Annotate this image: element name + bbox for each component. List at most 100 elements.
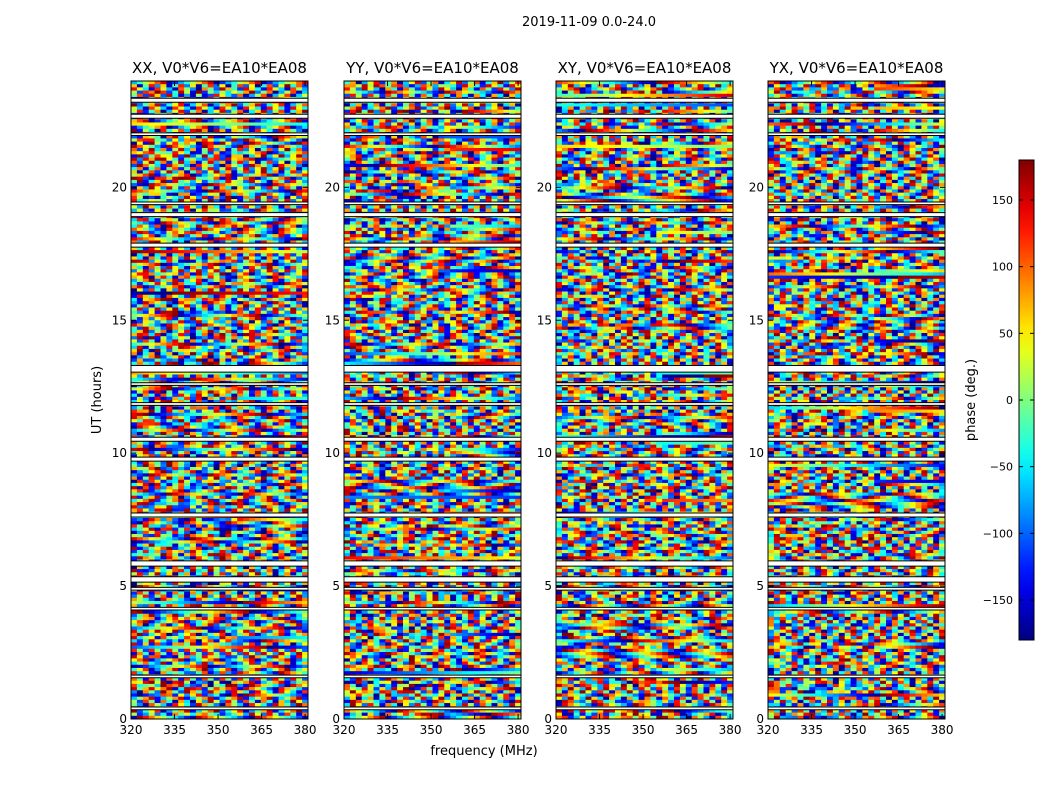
- data-gap: [768, 675, 945, 678]
- x-tick-label: 320: [333, 723, 356, 737]
- data-gap: [556, 576, 733, 583]
- data-gap: [344, 201, 521, 205]
- data-gap: [556, 457, 733, 462]
- x-tick-label: 350: [632, 723, 655, 737]
- data-gap: [344, 98, 521, 103]
- y-tick-label: 5: [544, 579, 552, 593]
- panels: XX, V0*V6=EA10*EA08 320 335 350 365 380 0 5 10 15…: [112, 59, 954, 737]
- y-tick-label: 0: [756, 712, 764, 726]
- x-tick-label: 365: [675, 723, 698, 737]
- phase-image: [556, 81, 734, 720]
- data-gap: [344, 587, 521, 591]
- panel-frame: [130, 80, 309, 720]
- data-gap: [344, 457, 521, 462]
- x-tick-label: 365: [887, 723, 910, 737]
- phase-image: [131, 81, 309, 720]
- data-gap: [344, 707, 521, 710]
- data-gap: [556, 365, 733, 373]
- y-tick-label: 0: [544, 712, 552, 726]
- phase-image: [768, 81, 946, 720]
- colorbar-tick-label: −150: [983, 594, 1013, 607]
- data-gap: [768, 707, 945, 710]
- data-gap: [768, 365, 945, 373]
- data-gap: [131, 382, 308, 386]
- data-gap: [556, 707, 733, 710]
- y-tick-label: 15: [112, 313, 127, 327]
- x-tick-label: 380: [719, 723, 742, 737]
- data-gap: [768, 576, 945, 583]
- data-gap: [344, 675, 521, 678]
- data-gap: [344, 560, 521, 567]
- data-gap: [768, 98, 945, 103]
- x-tick-label: 335: [376, 723, 399, 737]
- y-tick-label: 5: [756, 579, 764, 593]
- x-tick-label: 380: [507, 723, 530, 737]
- data-gap: [556, 114, 733, 119]
- data-gap: [556, 512, 733, 517]
- colorbar-label: phase (deg.): [964, 359, 979, 441]
- data-gap: [344, 437, 521, 442]
- data-gap: [344, 607, 521, 611]
- x-axis-label: frequency (MHz): [430, 744, 537, 759]
- data-gap: [768, 457, 945, 462]
- data-gap: [768, 114, 945, 119]
- panel: XY, V0*V6=EA10*EA08 320 335 350 365 380 0 5 10 15…: [537, 59, 742, 737]
- data-gap: [131, 365, 308, 373]
- data-gap: [556, 201, 733, 205]
- panel-frame: [343, 80, 522, 720]
- data-gap: [556, 560, 733, 567]
- data-gap: [131, 201, 308, 205]
- colorbar-tick-label: 150: [992, 194, 1013, 207]
- data-gap: [556, 132, 733, 136]
- colorbar-tick-label: 100: [992, 261, 1013, 274]
- panel-frame: [555, 80, 734, 720]
- data-gap: [768, 132, 945, 136]
- data-gap: [344, 402, 521, 406]
- y-tick-label: 15: [325, 313, 340, 327]
- x-tick-label: 365: [250, 723, 273, 737]
- y-tick-label: 20: [749, 180, 764, 194]
- panel-title: YX, V0*V6=EA10*EA08: [769, 59, 944, 77]
- data-gap: [768, 243, 945, 248]
- data-gap: [131, 98, 308, 103]
- y-tick-label: 0: [332, 712, 340, 726]
- data-gap: [556, 587, 733, 591]
- data-gap: [556, 607, 733, 611]
- data-gap: [131, 560, 308, 567]
- data-gap: [768, 560, 945, 567]
- y-tick-label: 5: [119, 579, 127, 593]
- y-tick-label: 10: [749, 446, 764, 460]
- data-gap: [768, 201, 945, 205]
- data-gap: [131, 132, 308, 136]
- data-gap: [131, 437, 308, 442]
- panel: YY, V0*V6=EA10*EA08 320 335 350 365 380 0 5 10 15…: [325, 59, 530, 737]
- data-gap: [768, 382, 945, 386]
- x-tick-label: 320: [545, 723, 568, 737]
- data-gap: [131, 402, 308, 406]
- panel-frame: [767, 80, 946, 720]
- data-gap: [344, 243, 521, 248]
- y-tick-label: 10: [325, 446, 340, 460]
- data-gap: [556, 437, 733, 442]
- data-gap: [344, 382, 521, 386]
- x-tick-label: 350: [420, 723, 443, 737]
- data-gap: [556, 212, 733, 217]
- data-gap: [768, 402, 945, 406]
- data-gap: [131, 707, 308, 710]
- data-gap: [344, 132, 521, 136]
- data-gap: [131, 512, 308, 517]
- data-gap: [768, 512, 945, 517]
- data-gap: [131, 243, 308, 248]
- x-tick-label: 365: [463, 723, 486, 737]
- data-gap: [768, 437, 945, 442]
- colorbar-tick-label: 0: [1006, 394, 1013, 407]
- data-gap: [131, 457, 308, 462]
- data-gap: [131, 576, 308, 583]
- x-tick-label: 350: [844, 723, 867, 737]
- data-gap: [556, 402, 733, 406]
- x-tick-label: 380: [294, 723, 317, 737]
- y-tick-label: 10: [112, 446, 127, 460]
- y-tick-label: 15: [749, 313, 764, 327]
- x-tick-label: 350: [207, 723, 230, 737]
